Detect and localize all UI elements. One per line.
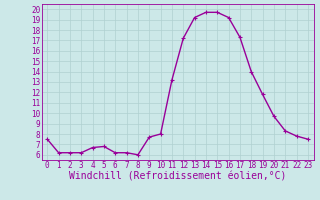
X-axis label: Windchill (Refroidissement éolien,°C): Windchill (Refroidissement éolien,°C) [69,172,286,182]
